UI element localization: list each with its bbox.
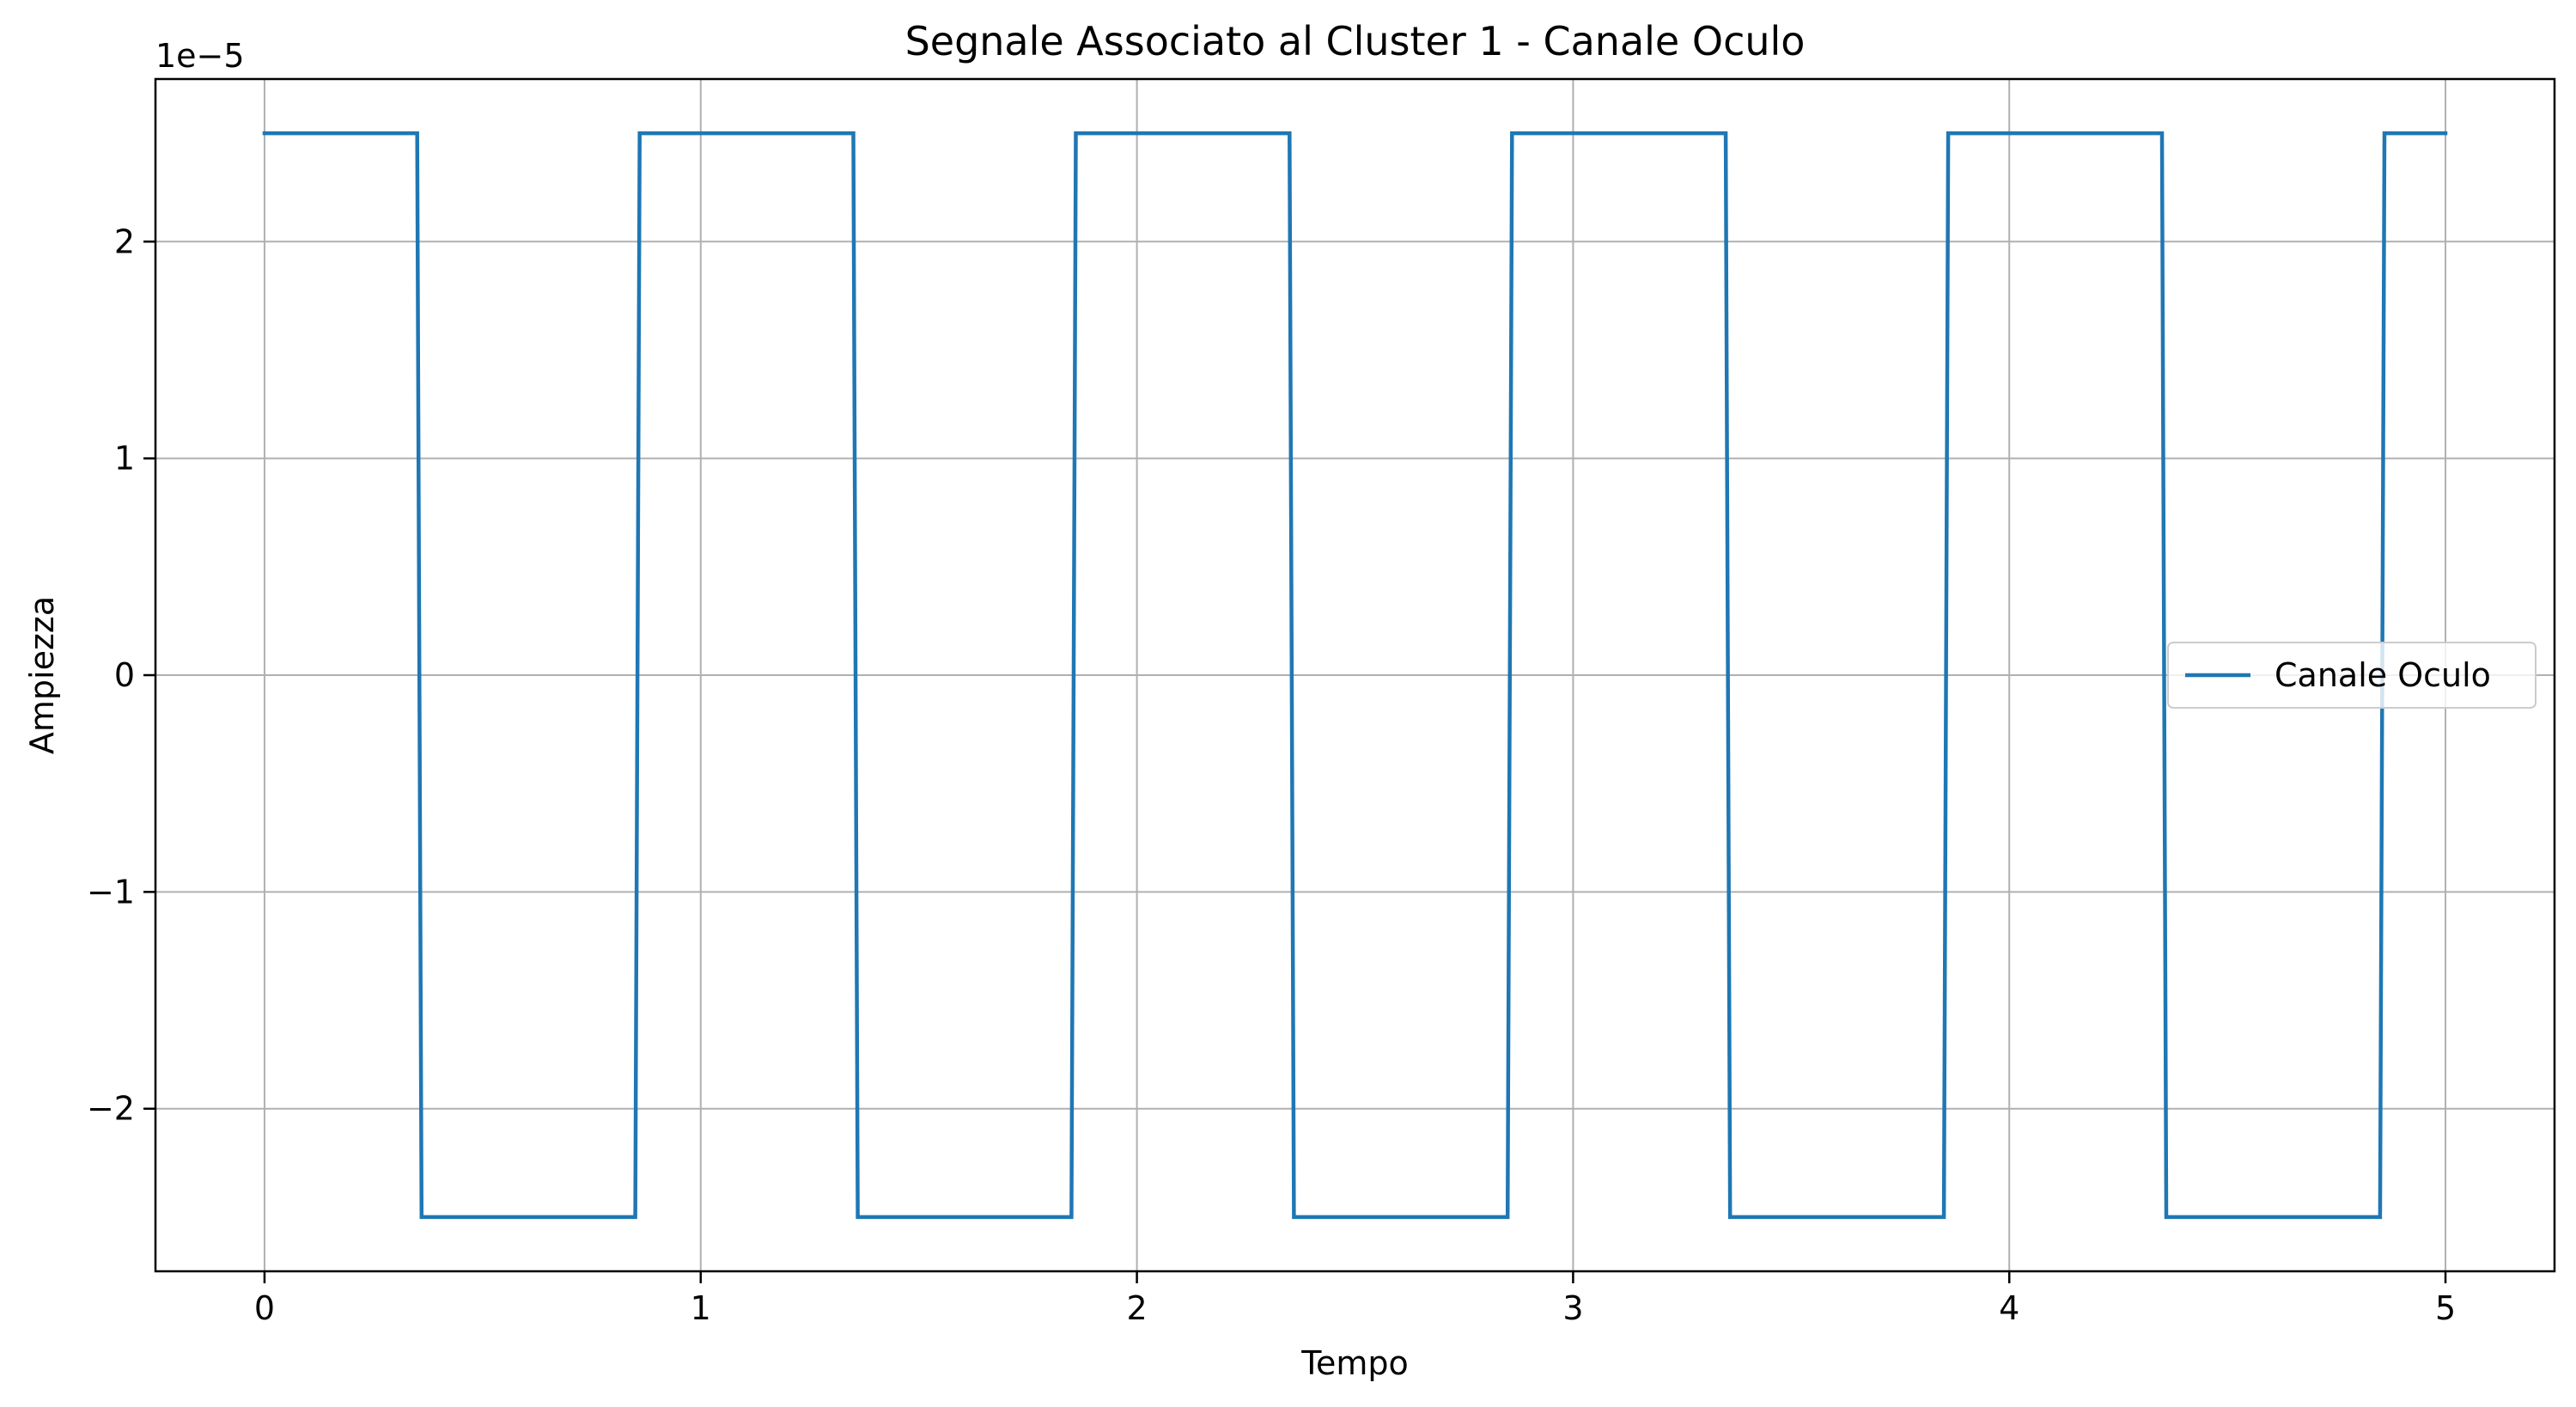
x-tick-label: 2 <box>1126 1289 1147 1327</box>
x-tick-label: 3 <box>1562 1289 1583 1327</box>
series-line-0 <box>262 131 2448 1220</box>
y-tick-label: 0 <box>114 656 135 694</box>
x-axis: 0 1 2 3 4 5 <box>254 1271 2456 1327</box>
legend: Canale Oculo <box>2167 642 2536 709</box>
x-tick-label: 5 <box>2435 1289 2456 1327</box>
x-tick-label: 0 <box>254 1289 275 1327</box>
y-axis-offset-text: 1e−5 <box>155 37 245 75</box>
y-tick-label: 2 <box>114 222 135 260</box>
y-tick-label: −2 <box>87 1090 135 1128</box>
y-tick-label: 1 <box>114 440 135 478</box>
x-axis-label: Tempo <box>1300 1344 1409 1382</box>
y-axis-label: Ampiezza <box>23 596 61 754</box>
y-axis: −2 −1 0 1 2 <box>87 222 155 1128</box>
x-tick-label: 1 <box>691 1289 711 1327</box>
legend-box <box>2167 642 2536 709</box>
x-tick-label: 4 <box>1999 1289 2019 1327</box>
legend-label: Canale Oculo <box>2275 656 2491 694</box>
chart-title: Segnale Associato al Cluster 1 - Canale … <box>905 18 1806 64</box>
grid <box>155 79 2555 1271</box>
y-tick-label: −1 <box>87 873 135 911</box>
series-layer <box>262 131 2448 1220</box>
